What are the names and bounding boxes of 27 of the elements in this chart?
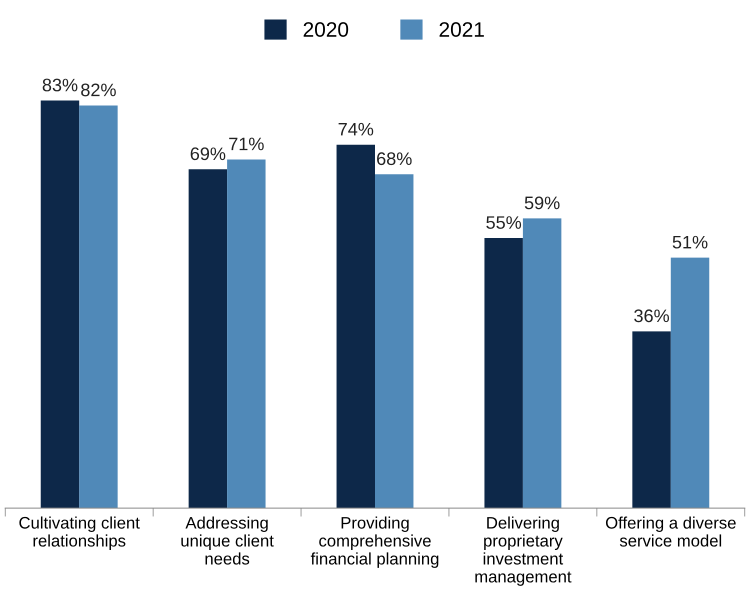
bar — [375, 174, 414, 508]
x-tick-label: Cultivating client relationships — [19, 516, 140, 550]
bar — [484, 238, 523, 508]
bar — [632, 331, 671, 508]
bar — [670, 258, 710, 508]
legend-label: 2021 — [440, 22, 484, 37]
bar — [188, 169, 228, 508]
bar — [40, 100, 80, 508]
x-tick-label: Delivering proprietary investment management — [475, 516, 572, 586]
bar — [79, 105, 118, 508]
data-label: 71% — [229, 138, 264, 150]
data-label: 83% — [42, 78, 78, 92]
data-label: 59% — [524, 196, 560, 210]
bar — [336, 144, 375, 508]
x-tick-label: Offering a diverse service model — [606, 516, 736, 547]
data-label: 51% — [672, 236, 708, 249]
bar — [522, 218, 562, 508]
bar — [227, 159, 266, 508]
data-label: 69% — [190, 147, 226, 160]
legend-label: 2020 — [304, 22, 348, 37]
x-tick-label: Providing comprehensive financial planning — [310, 516, 438, 568]
data-label: 74% — [338, 122, 374, 136]
data-label: 82% — [81, 84, 116, 96]
x-tick-label: Addressing unique client needs — [181, 516, 274, 565]
data-label: 55% — [486, 216, 522, 229]
data-label: 36% — [634, 309, 669, 322]
data-label: 68% — [377, 152, 412, 166]
